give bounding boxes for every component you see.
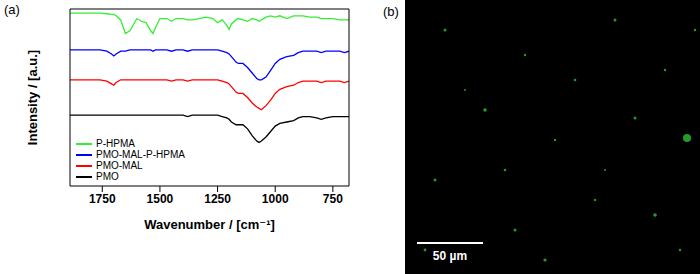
html-text:PMO: PMO (96, 171, 119, 182)
html-text:PMO-MAL: PMO-MAL (96, 160, 143, 171)
html-text:(a): (a) (4, 2, 20, 17)
svg-text:1750: 1750 (89, 192, 116, 206)
html-text:P-HPMA: P-HPMA (96, 138, 135, 149)
svg-text:1250: 1250 (204, 192, 231, 206)
html-text:50 µm: 50 µm (432, 249, 468, 263)
svg-text:Wavenumber / [cm⁻¹]: Wavenumber / [cm⁻¹] (144, 217, 275, 232)
svg-text:750: 750 (323, 192, 343, 206)
svg-text:1500: 1500 (147, 192, 174, 206)
svg-text:1000: 1000 (262, 192, 289, 206)
svg-text:Intensity / [a.u.]: Intensity / [a.u.] (25, 50, 40, 145)
html-text:PMO-MAL-P-HPMA: PMO-MAL-P-HPMA (96, 149, 185, 160)
html-text:(b): (b) (383, 4, 399, 19)
